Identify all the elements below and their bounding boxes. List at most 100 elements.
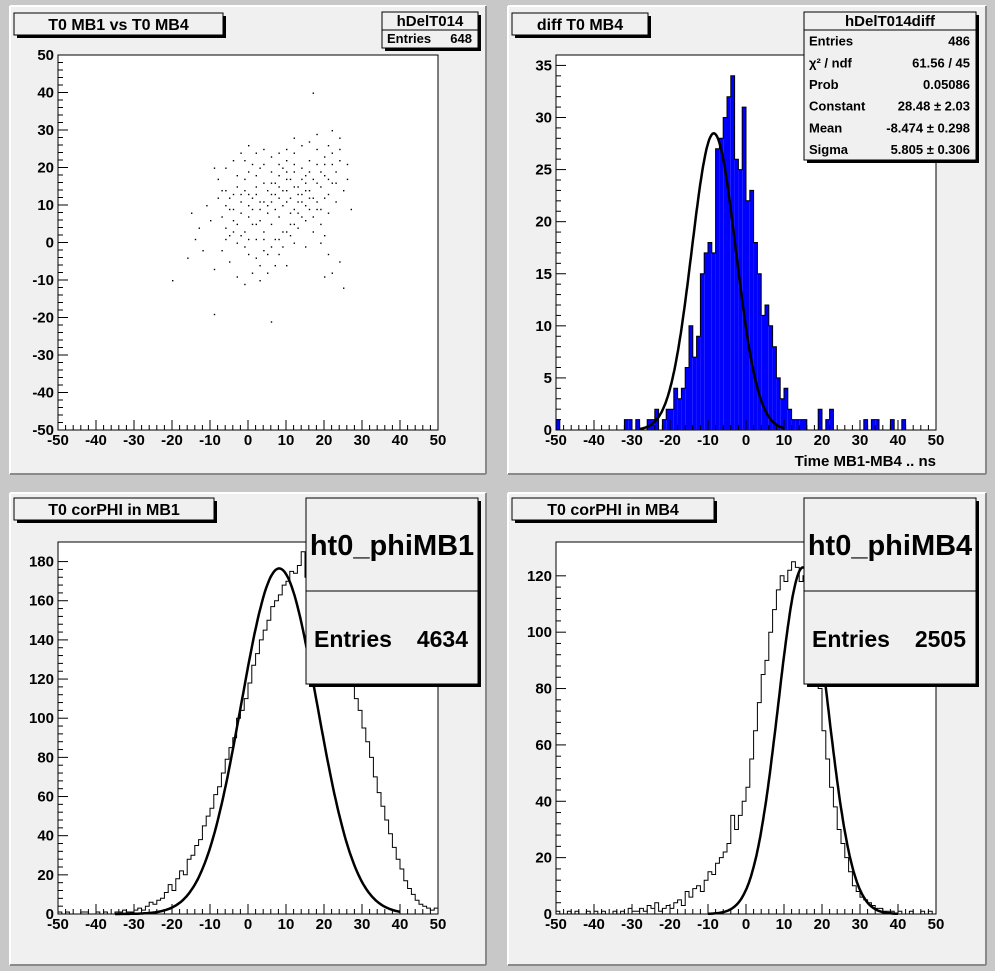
data-point <box>312 197 314 199</box>
data-point <box>308 208 311 211</box>
data-point <box>221 250 223 252</box>
data-point <box>206 205 208 207</box>
data-point <box>244 178 246 181</box>
x-tick-label: -10 <box>199 916 221 933</box>
histogram-bar <box>689 325 693 430</box>
x-tick-label: 50 <box>430 432 447 449</box>
data-point <box>221 216 223 218</box>
data-point <box>320 242 322 244</box>
y-tick-label: 100 <box>29 710 54 727</box>
stats-label: Entries <box>812 626 890 652</box>
title-box <box>511 12 649 36</box>
data-point <box>286 190 288 192</box>
x-tick-label: -10 <box>697 916 719 933</box>
data-point <box>274 182 276 184</box>
y-tick-label: 40 <box>37 85 54 102</box>
x-tick-label: 10 <box>776 916 793 933</box>
histogram-bar <box>795 419 800 430</box>
data-point <box>263 182 265 184</box>
data-point <box>263 250 265 252</box>
y-tick-label: -50 <box>32 422 54 439</box>
data-point <box>172 280 174 282</box>
histogram-bar <box>696 336 701 431</box>
histogram-bar <box>776 377 781 430</box>
x-tick-label: 50 <box>928 432 945 449</box>
data-point <box>255 193 257 196</box>
y-tick-label: 40 <box>535 793 552 810</box>
data-point <box>301 178 303 181</box>
y-tick-label: 10 <box>535 318 552 335</box>
data-point <box>202 250 204 252</box>
data-point <box>293 186 295 188</box>
data-point <box>331 152 333 154</box>
data-point <box>286 171 288 173</box>
data-point <box>320 223 322 226</box>
x-tick-label: 0 <box>742 916 750 933</box>
stats-value: 648 <box>450 31 472 46</box>
data-point <box>244 160 246 162</box>
chart-title: T0 corPHI in MB4 <box>547 502 679 519</box>
data-point <box>213 313 216 316</box>
histogram-bar <box>692 357 697 430</box>
data-point <box>335 182 337 184</box>
data-point <box>327 145 330 147</box>
x-tick-label: 10 <box>278 432 295 449</box>
y-tick-label: 20 <box>37 867 54 884</box>
histogram-bar <box>635 419 640 430</box>
y-tick-label: 100 <box>527 624 552 641</box>
y-tick-label: -40 <box>32 385 54 402</box>
histogram-bar <box>730 75 735 431</box>
x-tick-label: 20 <box>814 432 831 449</box>
data-point <box>267 205 269 207</box>
x-tick-label: 10 <box>776 432 793 449</box>
data-point <box>327 193 330 196</box>
data-point <box>217 197 219 199</box>
x-tick-label: 10 <box>278 916 295 933</box>
y-tick-label: 140 <box>29 632 54 649</box>
data-point <box>316 148 318 151</box>
x-tick-label: 0 <box>244 432 252 449</box>
x-tick-label: 30 <box>354 432 371 449</box>
x-tick-label: 20 <box>814 916 831 933</box>
data-point <box>229 208 231 211</box>
data-point <box>331 272 333 274</box>
data-point <box>248 171 250 173</box>
x-tick-label: -30 <box>621 916 643 933</box>
stats-label: Entries <box>809 34 853 49</box>
x-tick-label: 40 <box>890 432 907 449</box>
histogram-bar <box>742 107 746 430</box>
data-point <box>327 178 330 181</box>
histogram-bar <box>875 419 879 430</box>
y-tick-label: 35 <box>535 57 552 74</box>
data-point <box>244 231 246 233</box>
data-point <box>282 167 284 169</box>
histogram-bar <box>700 273 705 431</box>
histogram-bar <box>780 398 784 431</box>
data-point <box>350 208 352 211</box>
x-tick-label: -50 <box>545 432 567 449</box>
y-tick-label: 30 <box>535 110 552 127</box>
y-tick-label: 15 <box>535 266 552 283</box>
data-point <box>270 193 273 196</box>
histogram-bar <box>829 409 834 430</box>
data-point <box>255 257 257 259</box>
histogram-bar <box>871 419 876 430</box>
data-point <box>308 190 311 192</box>
data-point <box>255 175 257 177</box>
chart-pad-1: -50 -40 -30 -20 -10 0 10 20 30 40 50 -50 -40 -30 -20 -1… <box>9 5 487 475</box>
x-tick-label: -20 <box>161 432 183 449</box>
y-tick-label: 0 <box>544 906 552 923</box>
x-tick-label: -40 <box>85 916 107 933</box>
histogram-bar <box>711 252 716 430</box>
y-tick-label: 20 <box>37 160 54 177</box>
data-point <box>305 220 307 222</box>
x-tick-label: -20 <box>659 916 681 933</box>
data-point <box>255 223 257 226</box>
histogram-outline <box>57 551 438 915</box>
plot-frame <box>57 54 439 431</box>
y-tick-label: 0 <box>46 906 54 923</box>
data-point <box>232 160 235 162</box>
data-point <box>301 167 303 169</box>
data-point <box>339 148 341 151</box>
data-point <box>305 175 307 177</box>
